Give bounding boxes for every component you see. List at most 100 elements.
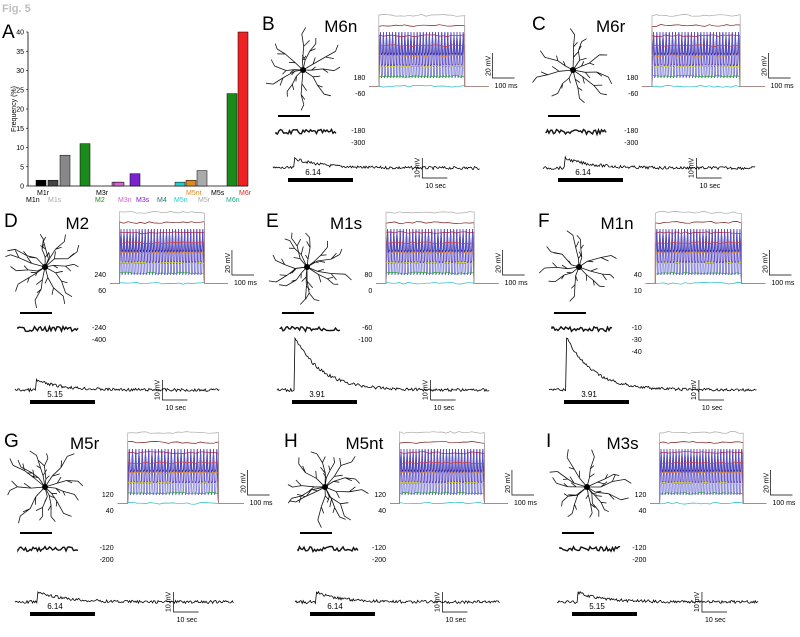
dendrite bbox=[578, 255, 617, 268]
dendrite bbox=[572, 38, 587, 71]
calcium-scale-bar bbox=[696, 158, 722, 179]
panel-title: M6n bbox=[324, 17, 357, 36]
dendrite bbox=[586, 486, 629, 501]
calcium-scale-bar bbox=[421, 158, 448, 179]
dendrite bbox=[585, 486, 596, 518]
dendrite bbox=[44, 486, 56, 522]
dendrite bbox=[44, 245, 80, 268]
dendrite bbox=[287, 479, 326, 492]
level-label-top: 40 bbox=[634, 272, 642, 279]
y-tick-label: 25 bbox=[16, 87, 24, 94]
y-axis-label: Frequency (%) bbox=[11, 86, 18, 132]
dendrite bbox=[567, 486, 588, 518]
calcium-time-scale: 10 sec bbox=[445, 617, 466, 624]
calcium-trace bbox=[548, 337, 757, 392]
neuron-side-view bbox=[551, 325, 613, 333]
ephys-voltage-scale: 20 mV bbox=[505, 472, 512, 493]
neuron-morphology bbox=[7, 450, 84, 524]
bar-M2 bbox=[79, 143, 91, 187]
dendrite bbox=[572, 69, 613, 84]
panel-title: M2 bbox=[66, 214, 90, 233]
panel-letter-h: H bbox=[284, 431, 298, 452]
dendrite bbox=[301, 27, 310, 71]
trace-8 bbox=[117, 451, 244, 504]
y-tick-label: 35 bbox=[16, 49, 24, 56]
level-label-bot1: -180 bbox=[351, 128, 365, 135]
bar-label-M1r: M1r bbox=[37, 190, 50, 197]
dendrite bbox=[561, 486, 588, 507]
bar-label-M3s: M3s bbox=[136, 197, 150, 204]
panel-a-bar-chart: A 0 5 10 15 20 25 30 35 40 Frequency (%) M1nM1rM1s… bbox=[2, 22, 252, 204]
bar-M1s bbox=[59, 154, 71, 187]
light-intensity-label: 5.15 bbox=[589, 602, 605, 611]
dendrite bbox=[572, 69, 585, 104]
level-label-top: 80 bbox=[364, 272, 372, 279]
level-label-mid: 0 bbox=[368, 288, 372, 295]
trace-8 bbox=[642, 34, 765, 87]
trace-5 bbox=[369, 64, 489, 87]
ephys-voltage-scale: 20 mV bbox=[486, 55, 493, 76]
panel-letter-f: F bbox=[538, 211, 550, 232]
trace-10 bbox=[110, 211, 228, 284]
light-intensity-label: 3.91 bbox=[309, 390, 325, 399]
dendrite bbox=[551, 69, 574, 97]
figure-label: Fig. 5 bbox=[2, 3, 31, 15]
dendrite bbox=[302, 69, 331, 97]
ephys-scale-bar bbox=[770, 470, 793, 496]
soma bbox=[584, 484, 590, 490]
calcium-time-scale: 10 sec bbox=[425, 183, 446, 190]
trace-7 bbox=[110, 241, 228, 284]
level-label-bot1: -180 bbox=[624, 128, 638, 135]
light-intensity-label: 6.14 bbox=[575, 168, 591, 177]
trace-4 bbox=[110, 271, 228, 284]
trace-10 bbox=[650, 431, 767, 504]
bar-label-M3r: M3r bbox=[96, 190, 109, 197]
level-label-top: 180 bbox=[354, 75, 366, 82]
trace-3 bbox=[390, 502, 508, 505]
dendrite bbox=[10, 265, 46, 276]
neuron-morphology bbox=[538, 230, 617, 302]
ephys-scale-bar bbox=[502, 250, 525, 276]
trace-5 bbox=[642, 64, 765, 87]
dendrite bbox=[272, 254, 308, 275]
light-intensity-label: 6.14 bbox=[47, 602, 63, 611]
trace-4 bbox=[645, 271, 766, 284]
dendrite bbox=[301, 38, 317, 71]
y-tick-label: 10 bbox=[16, 145, 24, 152]
dendrite bbox=[291, 232, 308, 268]
ephys-scale-bar bbox=[231, 250, 254, 276]
neuron-side-view bbox=[545, 127, 607, 137]
trace-3 bbox=[642, 85, 765, 88]
trace-4 bbox=[117, 491, 244, 504]
level-label-mid: 40 bbox=[639, 508, 647, 515]
dendrite bbox=[324, 456, 356, 488]
calcium-trace bbox=[272, 157, 480, 171]
ephys-traces bbox=[376, 211, 499, 285]
dendrite bbox=[274, 43, 304, 71]
ephys-time-scale: 100 ms bbox=[772, 500, 795, 507]
calcium-time-scale: 10 sec bbox=[700, 183, 721, 190]
dendrite bbox=[572, 54, 608, 71]
dendrite bbox=[324, 477, 360, 488]
ephys-time-scale: 100 ms bbox=[514, 500, 537, 507]
ephys-voltage-scale: 20 mV bbox=[241, 472, 248, 493]
ephys-traces bbox=[645, 211, 766, 285]
trace-7 bbox=[642, 44, 765, 87]
level-label-mid: 40 bbox=[106, 508, 114, 515]
trace-5 bbox=[645, 261, 766, 284]
soma bbox=[304, 264, 310, 270]
level-label-mid: -60 bbox=[628, 91, 638, 98]
trace-3 bbox=[369, 84, 489, 88]
ephys-time-scale: 100 ms bbox=[234, 280, 257, 287]
ephys-scale-bar bbox=[247, 470, 270, 496]
trace-9 bbox=[645, 221, 766, 284]
ephys-time-scale: 100 ms bbox=[771, 83, 794, 90]
bar-label-M1s: M1s bbox=[48, 197, 62, 204]
dendrite bbox=[286, 69, 304, 97]
bar-label-M6r: M6r bbox=[239, 190, 252, 197]
dendrite bbox=[40, 236, 49, 268]
panel-letter-g: G bbox=[4, 431, 19, 452]
